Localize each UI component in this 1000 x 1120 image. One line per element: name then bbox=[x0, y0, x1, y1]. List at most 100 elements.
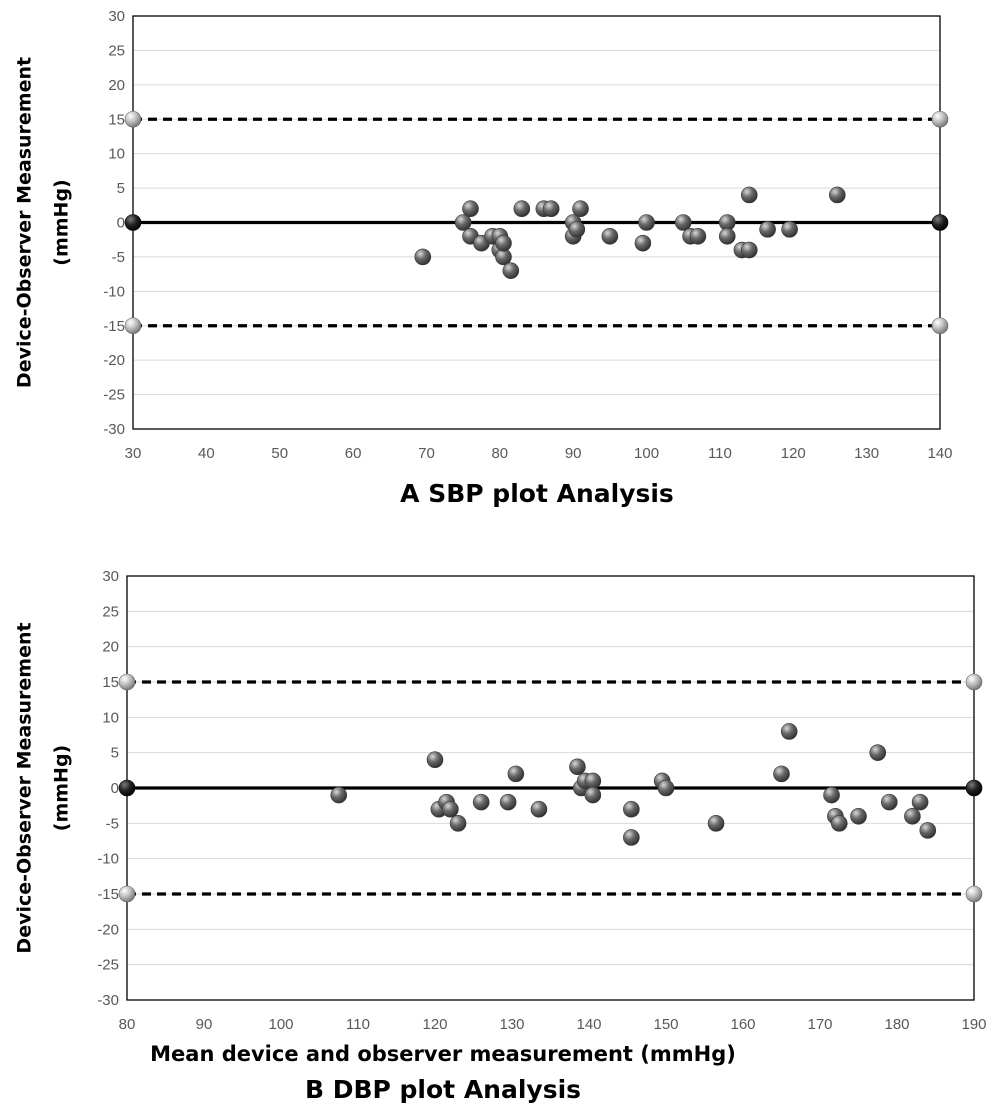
data-point bbox=[502, 262, 520, 279]
x-tick-label: 100 bbox=[634, 445, 659, 462]
limit-line-endpoint bbox=[124, 317, 142, 335]
data-point bbox=[634, 234, 652, 252]
y-tick-label: 15 bbox=[108, 111, 125, 128]
x-tick-label: 130 bbox=[499, 1016, 524, 1033]
y-tick-label: 0 bbox=[111, 780, 119, 797]
chart-panel-b: -30 -25 -20 -15 -10 -5 0 5 10 15 20 25 30 80 90 100 110 1… bbox=[14, 568, 987, 1104]
panel-caption: A SBP plot Analysis bbox=[400, 479, 674, 508]
x-tick-label: 150 bbox=[653, 1016, 678, 1033]
x-tick-label: 140 bbox=[576, 1016, 601, 1033]
y-tick-label: -30 bbox=[103, 421, 125, 438]
x-tick-label: 180 bbox=[884, 1016, 909, 1033]
data-point bbox=[623, 800, 640, 818]
data-point bbox=[781, 221, 798, 238]
data-point bbox=[426, 751, 444, 769]
x-tick-label: 130 bbox=[854, 445, 879, 462]
mean-line-endpoint bbox=[124, 214, 142, 231]
x-tick-label: 140 bbox=[927, 445, 952, 462]
y-tick-label: 15 bbox=[102, 674, 119, 691]
data-point bbox=[911, 793, 929, 811]
data-point bbox=[830, 815, 848, 832]
y-tick-label: -20 bbox=[97, 921, 119, 938]
x-tick-label: 120 bbox=[781, 445, 806, 462]
data-point bbox=[530, 800, 548, 818]
data-point bbox=[568, 221, 586, 238]
data-point bbox=[623, 829, 640, 846]
data-point bbox=[495, 234, 512, 252]
data-point bbox=[462, 200, 479, 218]
y-tick-label: 5 bbox=[117, 180, 125, 197]
data-point bbox=[499, 793, 517, 811]
x-tick-label: 80 bbox=[491, 445, 508, 462]
x-tick-label: 170 bbox=[807, 1016, 832, 1033]
data-point bbox=[850, 807, 867, 825]
x-tick-label: 60 bbox=[345, 445, 362, 462]
data-point bbox=[780, 723, 798, 740]
data-point bbox=[330, 786, 348, 804]
x-tick-label: 190 bbox=[961, 1016, 986, 1033]
y-tick-label: -5 bbox=[112, 249, 125, 266]
x-tick-label: 90 bbox=[565, 445, 582, 462]
y-axis-label: Device-Observer Measurement bbox=[14, 57, 36, 388]
data-point bbox=[472, 793, 490, 811]
x-tick-label: 30 bbox=[125, 445, 142, 462]
x-tick-label: 120 bbox=[422, 1016, 447, 1033]
data-point bbox=[584, 786, 602, 804]
y-tick-label: 30 bbox=[102, 568, 119, 585]
y-tick-label: -10 bbox=[97, 851, 119, 868]
data-point bbox=[572, 200, 589, 218]
limit-line-endpoint bbox=[965, 885, 983, 903]
data-point bbox=[740, 186, 758, 204]
limit-line-endpoint bbox=[965, 673, 983, 691]
data-point bbox=[584, 772, 602, 790]
y-tick-label: -25 bbox=[103, 387, 125, 404]
mean-line-endpoint bbox=[965, 779, 983, 797]
y-axis-label: Device-Observer Measurement bbox=[14, 622, 36, 953]
x-tick-label: 110 bbox=[346, 1016, 370, 1033]
y-tick-label: -5 bbox=[106, 815, 119, 832]
chart-panel-a: -30 -25 -20 -15 -10 -5 0 5 10 15 20 25 30 30 40 50 60 70 8… bbox=[14, 8, 953, 508]
data-point bbox=[880, 793, 898, 811]
data-point bbox=[674, 214, 692, 231]
x-tick-label: 100 bbox=[268, 1016, 293, 1033]
limit-line-endpoint bbox=[931, 317, 949, 335]
y-tick-label: 5 bbox=[111, 745, 119, 762]
data-point bbox=[601, 227, 619, 245]
y-tick-label: 30 bbox=[108, 8, 125, 25]
data-point bbox=[513, 200, 531, 218]
x-axis-label: Mean device and observer measurement (mm… bbox=[150, 1042, 736, 1066]
x-tick-label: 160 bbox=[730, 1016, 755, 1033]
data-point bbox=[869, 744, 887, 761]
y-tick-label: -15 bbox=[103, 318, 125, 335]
data-point bbox=[454, 214, 472, 231]
data-point bbox=[707, 815, 725, 832]
data-point bbox=[919, 822, 937, 839]
y-tick-label: -10 bbox=[103, 283, 125, 300]
limit-line-endpoint bbox=[931, 110, 949, 128]
data-point bbox=[689, 227, 707, 245]
data-point bbox=[740, 241, 758, 259]
y-tick-label: -25 bbox=[97, 957, 119, 974]
panel-caption: B DBP plot Analysis bbox=[305, 1075, 581, 1104]
mean-line-endpoint bbox=[931, 214, 949, 231]
x-tick-label: 80 bbox=[119, 1016, 136, 1033]
data-point bbox=[542, 200, 560, 218]
data-point bbox=[828, 186, 846, 204]
data-point bbox=[904, 807, 921, 825]
y-axis-label-unit: (mmHg) bbox=[51, 745, 73, 831]
data-point bbox=[823, 786, 840, 804]
x-tick-label: 70 bbox=[418, 445, 435, 462]
limit-line-endpoint bbox=[118, 673, 136, 691]
data-point bbox=[449, 815, 467, 832]
y-tick-label: 0 bbox=[117, 215, 125, 232]
data-point bbox=[638, 214, 655, 231]
y-tick-label: 25 bbox=[108, 42, 125, 59]
data-point bbox=[414, 248, 432, 266]
data-point bbox=[507, 765, 525, 783]
data-point bbox=[759, 221, 776, 238]
data-point bbox=[718, 227, 736, 245]
x-tick-label: 50 bbox=[271, 445, 288, 462]
y-tick-label: 10 bbox=[108, 146, 125, 163]
mean-line-endpoint bbox=[118, 779, 136, 797]
data-point bbox=[569, 758, 586, 776]
